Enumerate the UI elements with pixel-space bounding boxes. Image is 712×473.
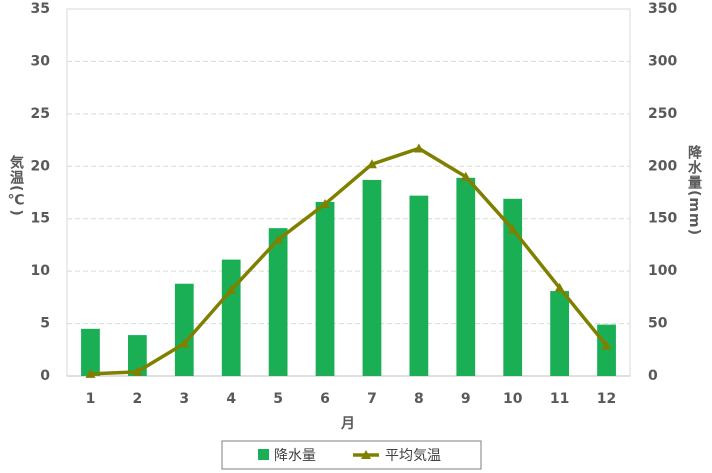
y2-tick-label: 200	[648, 158, 677, 174]
y2-tick-label: 350	[648, 1, 677, 17]
y-tick-label: 20	[31, 158, 51, 174]
x-tick-label: 11	[550, 391, 569, 407]
plot-border	[66, 8, 631, 377]
x-tick-label: 9	[461, 391, 471, 407]
y2-tick-label: 0	[648, 368, 658, 384]
y2-axis-title: 降水量(mm)	[686, 145, 702, 236]
y2-tick-label: 150	[648, 211, 677, 227]
x-tick-label: 3	[179, 391, 189, 407]
y-axis-title: 気温(℃)	[8, 155, 24, 217]
y2-tick-label: 300	[648, 53, 677, 69]
line-marker	[273, 234, 284, 244]
bar	[221, 259, 241, 376]
y-tick-label: 5	[40, 316, 50, 332]
x-tick-label: 12	[597, 391, 616, 407]
bar	[456, 177, 476, 376]
bar	[362, 179, 382, 376]
y2-tick-label: 50	[648, 316, 668, 332]
y-tick-label: 30	[31, 53, 51, 69]
x-tick-label: 8	[414, 391, 424, 407]
line-marker	[366, 159, 377, 169]
bar	[127, 335, 147, 376]
x-tick-label: 1	[86, 391, 96, 407]
bar	[550, 291, 570, 376]
y2-tick-label: 100	[648, 263, 677, 279]
line	[90, 146, 608, 376]
line-marker	[226, 285, 237, 295]
x-axis-title: 月	[340, 416, 355, 432]
x-tick-label: 7	[367, 391, 377, 407]
bar	[268, 228, 288, 376]
line-marker	[179, 338, 190, 348]
bar	[597, 324, 616, 376]
bar	[174, 283, 194, 376]
x-tick-label: 10	[503, 391, 523, 407]
line-marker	[320, 199, 331, 209]
y-tick-label: 35	[31, 1, 50, 17]
x-tick-label: 4	[226, 391, 236, 407]
bar	[315, 201, 335, 376]
legend-swatch	[258, 449, 269, 460]
x-tick-label: 5	[273, 391, 283, 407]
y2-tick-label: 250	[648, 106, 677, 122]
y-tick-label: 25	[31, 106, 50, 122]
line-marker	[132, 366, 143, 376]
line-marker	[554, 282, 565, 292]
line-marker	[507, 224, 518, 234]
line-marker	[85, 368, 96, 378]
y-tick-label: 15	[31, 211, 50, 227]
y-tick-label: 10	[31, 263, 51, 279]
line-marker	[413, 143, 424, 153]
legend-label: 平均気温	[385, 448, 441, 464]
line-marker	[460, 171, 471, 181]
legend-label: 降水量	[274, 448, 316, 464]
y-tick-label: 0	[40, 368, 50, 384]
bar	[81, 328, 100, 376]
x-tick-label: 6	[320, 391, 330, 407]
line-marker	[601, 340, 612, 350]
bar	[503, 198, 523, 376]
legend-marker	[361, 450, 371, 459]
bar	[409, 195, 429, 376]
x-tick-label: 2	[133, 391, 143, 407]
